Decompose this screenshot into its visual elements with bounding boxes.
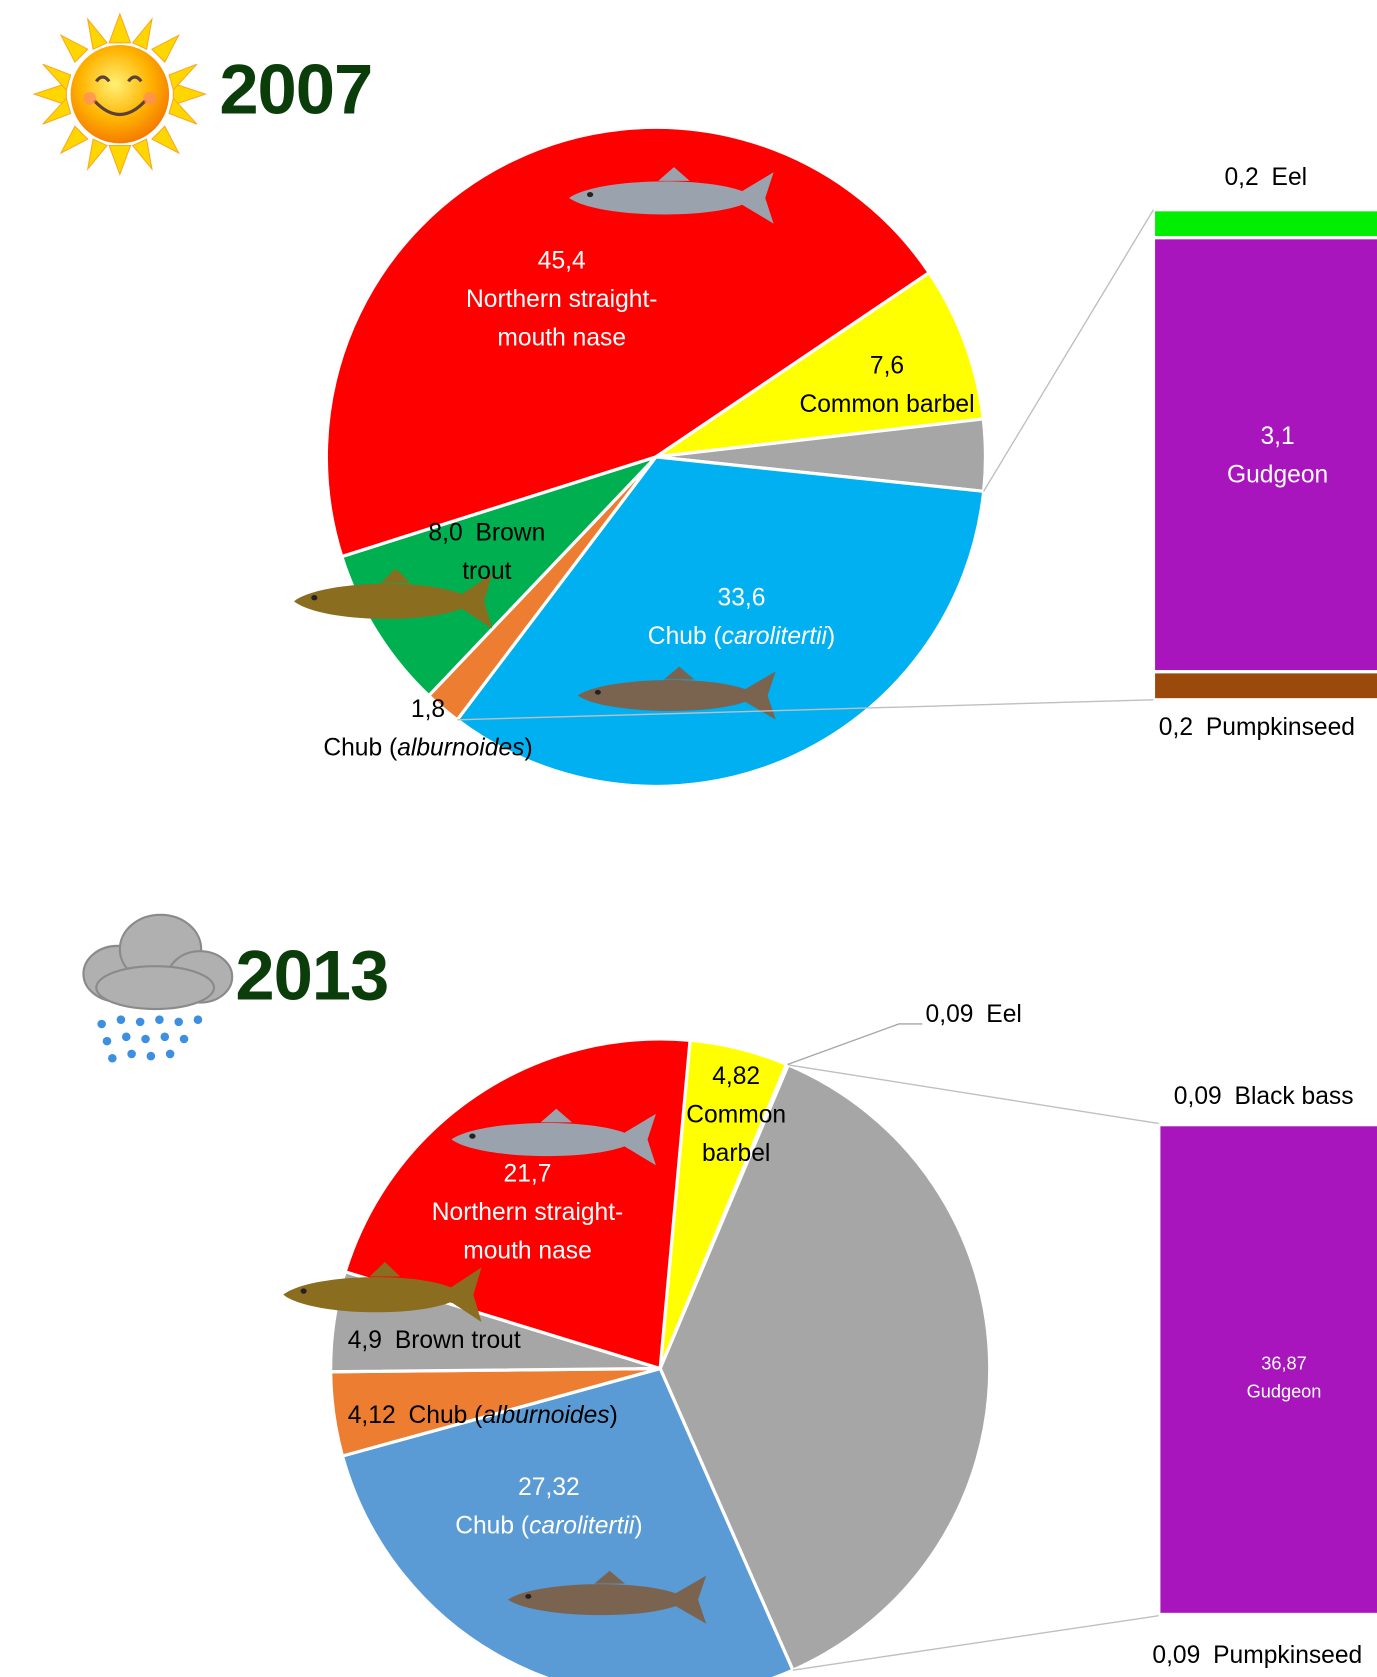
- bar-label: 0,09 Black bass: [1174, 1077, 1354, 1115]
- slice-category-label: Brown trout: [394, 1325, 521, 1354]
- connector-line: [792, 1615, 1159, 1671]
- bar-value-label: 3,1: [1260, 421, 1295, 450]
- slice-value-label: 4,82: [712, 1061, 761, 1090]
- slice-category-label: Common barbel: [686, 1099, 787, 1167]
- slice-value-label: 4,9: [347, 1325, 382, 1354]
- slice-value-label: 21,7: [503, 1158, 552, 1187]
- connector-line: [983, 209, 1155, 492]
- chart-title: 2007: [219, 49, 373, 129]
- slice-label: 27,32 Chub (carolitertii): [410, 1467, 688, 1544]
- pie-slice: [654, 270, 985, 459]
- slice-label: 4,82 Common barbel: [677, 1056, 795, 1172]
- slice-value-label: 27,32: [518, 1472, 580, 1501]
- connectors: [457, 209, 1159, 1671]
- bar-category-label: Gudgeon: [1246, 1381, 1322, 1403]
- bar-value-label: 0,09: [1173, 1081, 1222, 1110]
- bar-label: 0,2 Pumpkinseed: [1159, 708, 1355, 746]
- slice-category-label: Chub (alburnoides): [323, 732, 533, 761]
- bar-segment: [1151, 236, 1377, 674]
- slice-category-label: Northern straight-mouth nase: [466, 284, 658, 351]
- bar-label: 3,1 Gudgeon: [1149, 417, 1377, 493]
- slice-label: 1,8 Chub (alburnoides): [278, 689, 578, 766]
- bar-category-label: Pumpkinseed: [1205, 712, 1355, 741]
- pies: [324, 125, 1377, 1677]
- slice-category-label: Eel: [986, 999, 1022, 1028]
- bar-value-label: 36,87: [1261, 1353, 1307, 1374]
- slice-label: 45,4 Northern straight-mouth nase: [433, 241, 690, 357]
- slice-value-label: 7,6: [869, 350, 905, 379]
- slice-label: 7,6 Common barbel: [764, 346, 1010, 423]
- bar-category-label: Gudgeon: [1226, 459, 1329, 488]
- slice-label: 8,0 Brown trout: [407, 513, 568, 590]
- chart-title: 2013: [235, 935, 389, 1015]
- bar-value-label: 0,2: [1158, 712, 1194, 741]
- slice-label: 4,12 Chub (alburnoides): [348, 1395, 712, 1434]
- slice-value-label: 4,12: [347, 1400, 396, 1429]
- bar-segment: [1157, 1612, 1377, 1618]
- slice-value-label: 33,6: [717, 583, 766, 611]
- pie-slice: [455, 455, 986, 789]
- bar-label: 0,2 Eel: [1137, 158, 1377, 196]
- connector-line: [788, 1064, 1159, 1125]
- slice-label: 33,6 Chub (carolitertii): [602, 578, 880, 655]
- slice-category-label: Northern straight-mouth nase: [431, 1197, 624, 1264]
- connector-line: [457, 699, 1154, 721]
- slice-label: 0,09 Eel: [926, 994, 1140, 1033]
- slice-category-label: Chub (alburnoides): [408, 1400, 618, 1429]
- bar-segment: [1151, 208, 1377, 240]
- slice-value-label: 1,8: [410, 694, 446, 723]
- bar-label: 36,87 Gudgeon: [1156, 1350, 1377, 1406]
- pie-slice: [324, 125, 931, 559]
- slice-label: 21,7 Northern straight-mouth nase: [399, 1153, 656, 1269]
- slice-value-label: 0,09: [925, 999, 974, 1028]
- bar-category-label: Eel: [1271, 162, 1308, 191]
- bar-segment: [1151, 670, 1377, 702]
- bar-label: 0,09 Pumpkinseed: [1152, 1636, 1362, 1674]
- bar-category-label: Pumpkinseed: [1213, 1640, 1363, 1669]
- rain-cloud-icon: [82, 913, 234, 1063]
- slice-value-label: 45,4: [537, 246, 586, 274]
- bar-segment: [1157, 1123, 1377, 1617]
- bar-category-label: Black bass: [1234, 1081, 1354, 1110]
- slice-category-label: Chub (carolitertii): [455, 1510, 643, 1539]
- pie-slice: [340, 455, 658, 698]
- sun-icon: [32, 12, 208, 176]
- slice-category-label: Common barbel: [799, 389, 975, 418]
- leader-line: [787, 1023, 923, 1066]
- slice-category-label: Chub (carolitertii): [647, 621, 836, 650]
- slice-label: 4,9 Brown trout: [348, 1320, 626, 1359]
- slice-value-label: 8,0: [428, 517, 463, 546]
- bar-value-label: 0,09: [1152, 1640, 1201, 1669]
- slice-category-label: Brown trout: [462, 517, 546, 585]
- bar-value-label: 0,2: [1224, 162, 1259, 191]
- pie-slice: [658, 1063, 992, 1672]
